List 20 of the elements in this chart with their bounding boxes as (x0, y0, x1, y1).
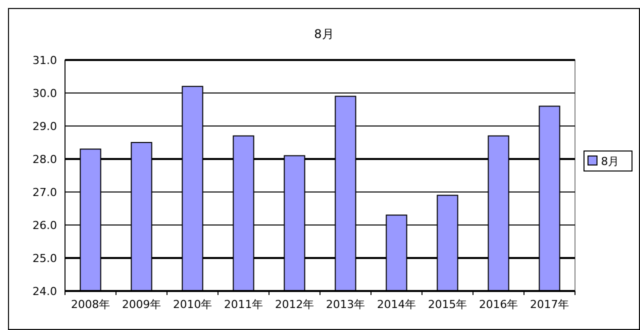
x-tick-label: 2009年 (122, 298, 161, 311)
legend-label: 8月 (601, 154, 619, 168)
x-tick-label: 2008年 (71, 298, 110, 311)
x-tick-label: 2015年 (428, 298, 467, 311)
x-tick-label: 2010年 (173, 298, 212, 311)
chart-title: 8月 (314, 27, 334, 41)
x-tick-label: 2013年 (326, 298, 365, 311)
x-tick-label: 2012年 (275, 298, 314, 311)
y-tick-label: 28.0 (32, 152, 57, 166)
x-tick-label: 2011年 (224, 298, 263, 311)
x-tick-label: 2014年 (377, 298, 416, 311)
y-tick-label: 24.0 (32, 284, 57, 298)
x-tick-label: 2016年 (479, 298, 518, 311)
y-tick-label: 30.0 (32, 86, 57, 100)
y-tick-label: 31.0 (32, 54, 57, 67)
y-tick-label: 25.0 (32, 252, 57, 265)
x-tick-label: 2017年 (530, 298, 569, 311)
y-tick-label: 26.0 (32, 218, 57, 232)
y-tick-label: 29.0 (32, 120, 57, 133)
y-tick-label: 27.0 (32, 186, 57, 199)
